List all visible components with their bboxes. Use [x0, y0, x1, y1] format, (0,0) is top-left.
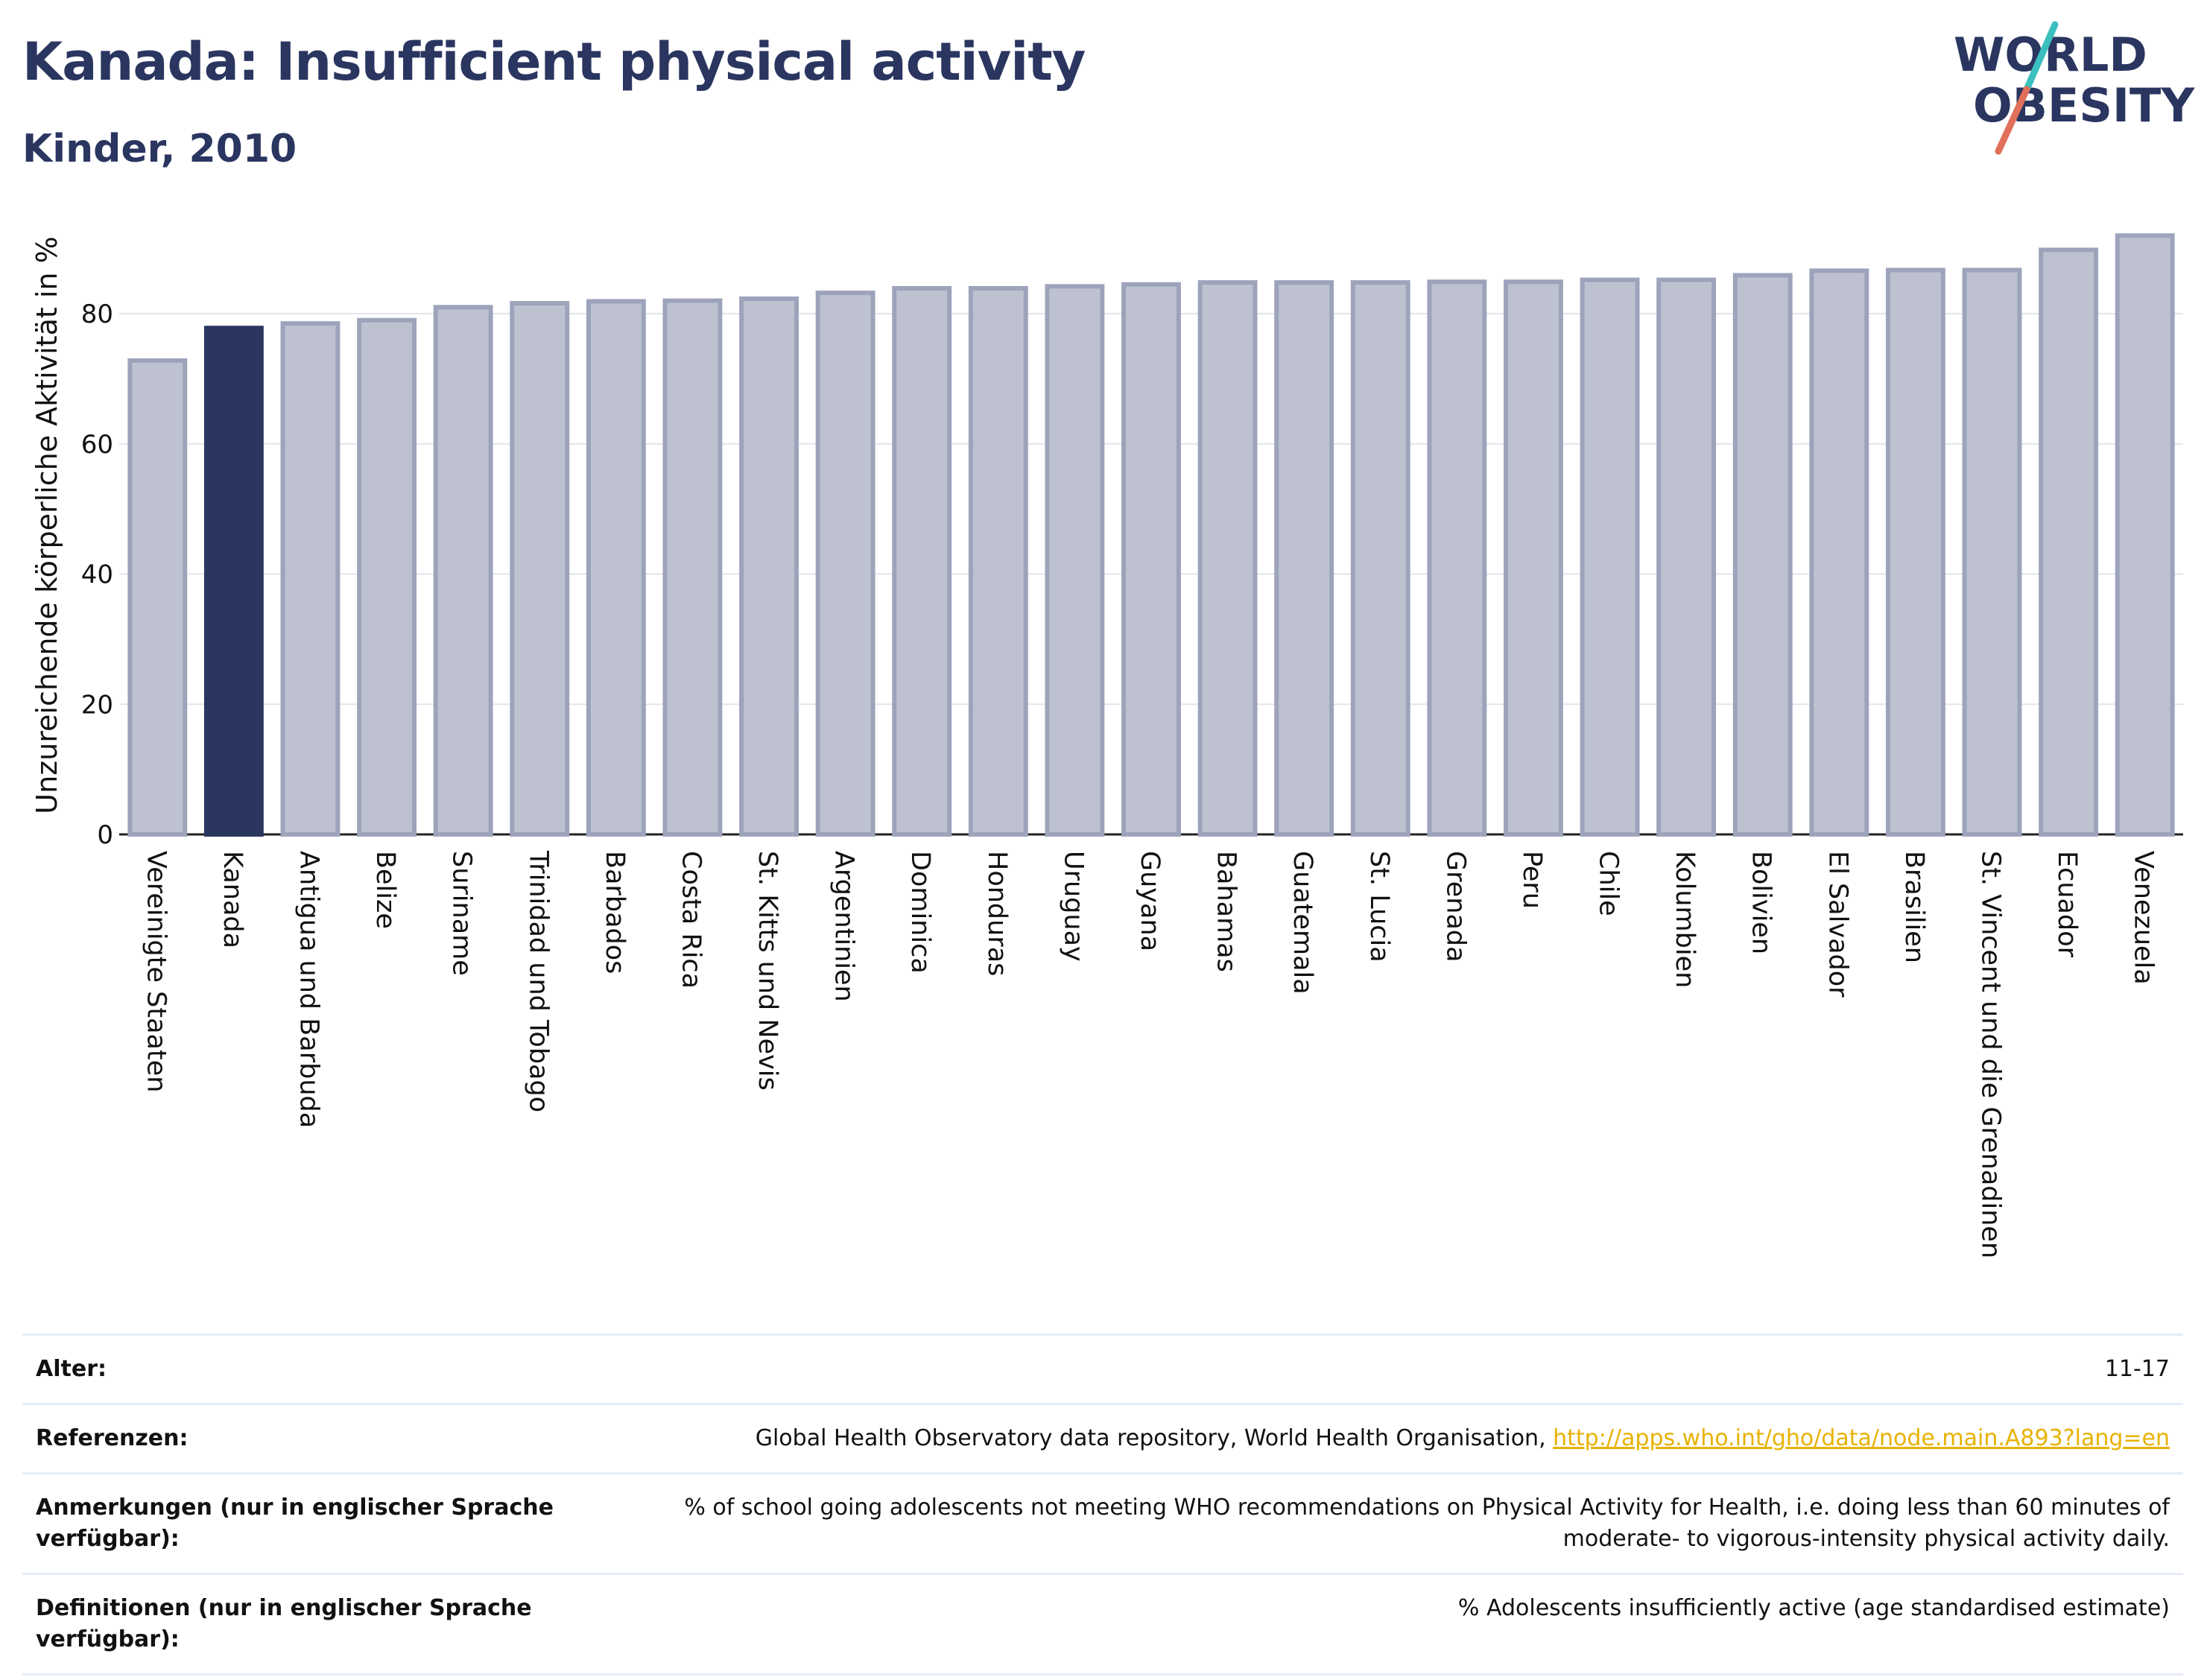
x-tick-label: Bahamas — [1212, 851, 1241, 972]
x-tick-label: Costa Rica — [676, 851, 706, 989]
x-tick-label: El Salvador — [1823, 851, 1852, 998]
bar-argentinien — [815, 291, 875, 837]
world-obesity-logo: WORLD OBESITY — [1937, 19, 2195, 156]
x-tick-label: Chile — [1594, 851, 1624, 916]
bar-peru — [1504, 279, 1563, 837]
notes-value: % of school going adolescents not meetin… — [684, 1494, 2170, 1552]
bar-ecuador — [2039, 247, 2099, 837]
x-tick-label: Guyana — [1135, 851, 1165, 951]
logo-line-2: OBESITY — [1973, 78, 2195, 133]
x-tick-label: Argentinien — [829, 851, 859, 1002]
bar-bahamas — [1197, 280, 1258, 837]
bar-uruguay — [1045, 284, 1105, 837]
bar-bolivien — [1732, 273, 1793, 837]
y-tick-label: 80 — [81, 299, 113, 329]
age-label: Alter: — [36, 1356, 107, 1382]
references-label: Referenzen: — [36, 1425, 189, 1451]
bar-kolumbien — [1656, 277, 1717, 837]
bar-chart-svg: 0 20 40 60 80 Unzureichende körperliche Aktiv… — [31, 233, 2183, 1258]
x-tick-label: Bolivien — [1747, 851, 1776, 954]
y-tick-label: 20 — [81, 690, 113, 720]
logo-slash-coral — [1995, 86, 2030, 155]
bar-vereinigte-staaten — [127, 358, 188, 837]
x-tick-label: Barbados — [600, 851, 630, 974]
bar-chart: 0 20 40 60 80 Unzureichende körperliche Aktiv… — [0, 194, 2204, 1311]
bar-guatemala — [1274, 280, 1334, 837]
x-tick-label: Kolumbien — [1670, 851, 1700, 988]
bar-trinidad-und-tobago — [510, 301, 570, 837]
references-link[interactable]: http://apps.who.int/gho/data/node.main.A… — [1553, 1425, 2170, 1451]
meta-row-definitions: Definitionen (nur in englischer Sprache … — [22, 1573, 2183, 1675]
bar-belize — [357, 317, 417, 837]
bar-st-vincent-und-die-grenadinen — [1962, 267, 2022, 837]
metadata-table: Alter: 11-17 Referenzen: Global Health O… — [22, 1334, 2183, 1676]
bar-st-lucia — [1350, 280, 1410, 837]
x-tick-label: Antigua und Barbuda — [294, 851, 323, 1128]
x-tick-label: Peru — [1517, 851, 1547, 909]
chart-subtitle: Kinder, 2010 — [22, 127, 297, 171]
y-tick-label: 60 — [81, 430, 113, 460]
bar-kanada — [203, 326, 264, 837]
bar-costa-rica — [662, 298, 723, 837]
references-value: Global Health Observatory data repositor… — [571, 1404, 2183, 1474]
x-tick-label: Trinidad und Tobago — [523, 850, 553, 1112]
x-tick-label: Dominica — [905, 851, 935, 974]
definitions-value: % Adolescents insufficiently active (age… — [1457, 1595, 2170, 1621]
bar-venezuela — [2115, 233, 2175, 837]
x-tick-label: Honduras — [982, 851, 1012, 976]
bar-el-salvador — [1809, 268, 1869, 837]
bar-dominica — [892, 285, 952, 837]
bar-honduras — [968, 285, 1028, 837]
meta-row-references: Referenzen: Global Health Observatory da… — [22, 1404, 2183, 1474]
age-value: 11-17 — [2104, 1356, 2170, 1382]
bar-brasilien — [1885, 267, 1945, 837]
x-tick-label: Brasilien — [1899, 851, 1929, 963]
x-tick-label: St. Vincent und die Grenadinen — [1976, 851, 2006, 1258]
x-tick-label: Suriname — [447, 851, 477, 976]
y-tick-label: 0 — [97, 820, 113, 850]
bar-antigua-und-barbuda — [280, 321, 341, 837]
notes-label: Anmerkungen (nur in englischer Sprache v… — [36, 1494, 554, 1552]
x-tick-label: Vereinigte Staaten — [141, 851, 171, 1092]
x-tick-label: Grenada — [1440, 851, 1470, 963]
x-tick-label: Guatemala — [1288, 851, 1317, 995]
bar-grenada — [1427, 279, 1487, 837]
x-tick-label: St. Lucia — [1364, 851, 1394, 963]
y-axis-label: Unzureichende körperliche Aktivität in % — [31, 236, 63, 814]
bar-guyana — [1121, 282, 1181, 837]
y-tick-label: 40 — [81, 560, 113, 590]
logo-slash-teal — [2023, 21, 2059, 93]
bar-barbados — [586, 299, 646, 837]
x-tick-label: Venezuela — [2129, 851, 2159, 985]
x-tick-label: St. Kitts und Nevis — [753, 851, 782, 1091]
x-tick-label: Kanada — [218, 851, 247, 948]
meta-row-notes: Anmerkungen (nur in englischer Sprache v… — [22, 1473, 2183, 1574]
x-tick-label: Belize — [370, 851, 400, 929]
x-tick-label: Uruguay — [1058, 851, 1088, 962]
bar-chile — [1580, 277, 1640, 837]
definitions-label: Definitionen (nur in englischer Sprache … — [36, 1595, 532, 1652]
bar-suriname — [433, 305, 493, 837]
bar-st-kitts-und-nevis — [739, 296, 799, 837]
x-tick-label: Ecuador — [2052, 851, 2082, 958]
meta-row-age: Alter: 11-17 — [22, 1334, 2183, 1404]
references-text: Global Health Observatory data repositor… — [755, 1425, 1554, 1451]
chart-title: Kanada: Insufficient physical activity — [22, 31, 1086, 92]
